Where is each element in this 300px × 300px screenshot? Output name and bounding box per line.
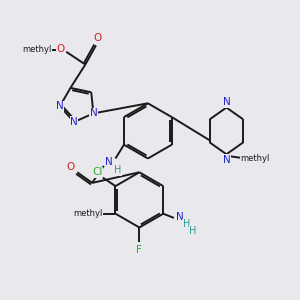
Text: methyl: methyl xyxy=(22,45,51,54)
Text: N: N xyxy=(176,212,184,222)
Text: N: N xyxy=(70,117,78,127)
Text: methyl: methyl xyxy=(240,154,270,163)
Text: methyl: methyl xyxy=(73,209,103,218)
Text: N: N xyxy=(56,101,64,111)
Text: H: H xyxy=(189,226,197,236)
Text: N: N xyxy=(223,97,230,107)
Text: N: N xyxy=(90,108,97,118)
Text: H: H xyxy=(183,219,190,229)
Text: O: O xyxy=(93,33,101,43)
Text: N: N xyxy=(105,157,113,167)
Text: O: O xyxy=(57,44,65,54)
Text: H: H xyxy=(114,165,121,175)
Text: O: O xyxy=(67,162,75,172)
Text: Cl: Cl xyxy=(92,167,103,177)
Text: N: N xyxy=(223,154,230,165)
Text: F: F xyxy=(136,245,142,255)
